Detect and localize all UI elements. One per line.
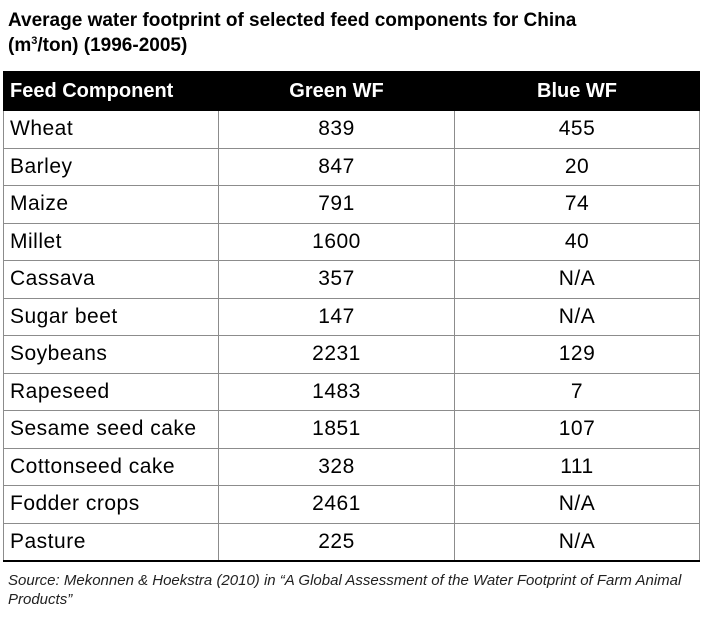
title-unit-superscript: 3 <box>31 35 38 47</box>
title-line-1: Average water footprint of selected feed… <box>8 10 577 31</box>
green-wf-cell: 2461 <box>218 485 455 524</box>
source-note: Source: Mekonnen & Hoekstra (2010) in “A… <box>8 572 682 608</box>
feed-component-cell: Fodder crops <box>3 485 219 524</box>
feed-component-cell: Cottonseed cake <box>3 447 219 486</box>
feed-component-cell: Maize <box>3 185 219 224</box>
feed-component-cell: Sesame seed cake <box>3 410 219 449</box>
blue-wf-cell: 455 <box>454 110 700 149</box>
green-wf-cell: 225 <box>218 522 455 562</box>
blue-wf-cell: 20 <box>454 147 700 186</box>
blue-wf-cell: N/A <box>454 522 700 562</box>
table-row: Wheat 839 455 <box>3 110 700 149</box>
title-line-2: (m3/ton) (1996-2005) <box>8 33 698 58</box>
blue-wf-cell: 74 <box>454 185 700 224</box>
blue-wf-cell: N/A <box>454 297 700 336</box>
blue-wf-cell: 111 <box>454 447 700 486</box>
column-header-feed-component: Feed Component <box>3 71 219 111</box>
feed-component-cell: Millet <box>3 222 219 261</box>
blue-wf-cell: 107 <box>454 410 700 449</box>
green-wf-cell: 1851 <box>218 410 455 449</box>
table-row: Cassava 357 N/A <box>3 260 700 299</box>
page-title: Average water footprint of selected feed… <box>8 8 698 58</box>
green-wf-cell: 1600 <box>218 222 455 261</box>
green-wf-cell: 839 <box>218 110 455 149</box>
table-row: Millet 1600 40 <box>3 222 700 261</box>
table-row: Fodder crops 2461 N/A <box>3 485 700 524</box>
table-row: Cottonseed cake 328 111 <box>3 447 700 486</box>
table-row: Barley 847 20 <box>3 147 700 186</box>
green-wf-cell: 847 <box>218 147 455 186</box>
title-unit-suffix: /ton) (1996-2005) <box>37 35 188 56</box>
feed-component-cell: Barley <box>3 147 219 186</box>
feed-component-cell: Cassava <box>3 260 219 299</box>
green-wf-cell: 2231 <box>218 335 455 374</box>
feed-component-cell: Soybeans <box>3 335 219 374</box>
green-wf-cell: 791 <box>218 185 455 224</box>
feed-component-cell: Wheat <box>3 110 219 149</box>
table-row: Maize 791 74 <box>3 185 700 224</box>
blue-wf-cell: N/A <box>454 260 700 299</box>
column-header-blue-wf: Blue WF <box>454 71 700 111</box>
feed-component-cell: Rapeseed <box>3 372 219 411</box>
blue-wf-cell: 129 <box>454 335 700 374</box>
green-wf-cell: 147 <box>218 297 455 336</box>
table-row: Soybeans 2231 129 <box>3 335 700 374</box>
table-row: Rapeseed 1483 7 <box>3 372 700 411</box>
green-wf-cell: 357 <box>218 260 455 299</box>
blue-wf-cell: N/A <box>454 485 700 524</box>
green-wf-cell: 1483 <box>218 372 455 411</box>
blue-wf-cell: 7 <box>454 372 700 411</box>
water-footprint-table: Feed Component Green WF Blue WF Wheat 83… <box>3 71 700 562</box>
table-row: Pasture 225 N/A <box>3 522 700 562</box>
blue-wf-cell: 40 <box>454 222 700 261</box>
table-header-row: Feed Component Green WF Blue WF <box>3 71 700 111</box>
feed-component-cell: Sugar beet <box>3 297 219 336</box>
feed-component-cell: Pasture <box>3 522 219 562</box>
column-header-green-wf: Green WF <box>218 71 455 111</box>
title-unit-prefix: (m <box>8 35 32 56</box>
green-wf-cell: 328 <box>218 447 455 486</box>
table-row: Sugar beet 147 N/A <box>3 297 700 336</box>
table-row: Sesame seed cake 1851 107 <box>3 410 700 449</box>
